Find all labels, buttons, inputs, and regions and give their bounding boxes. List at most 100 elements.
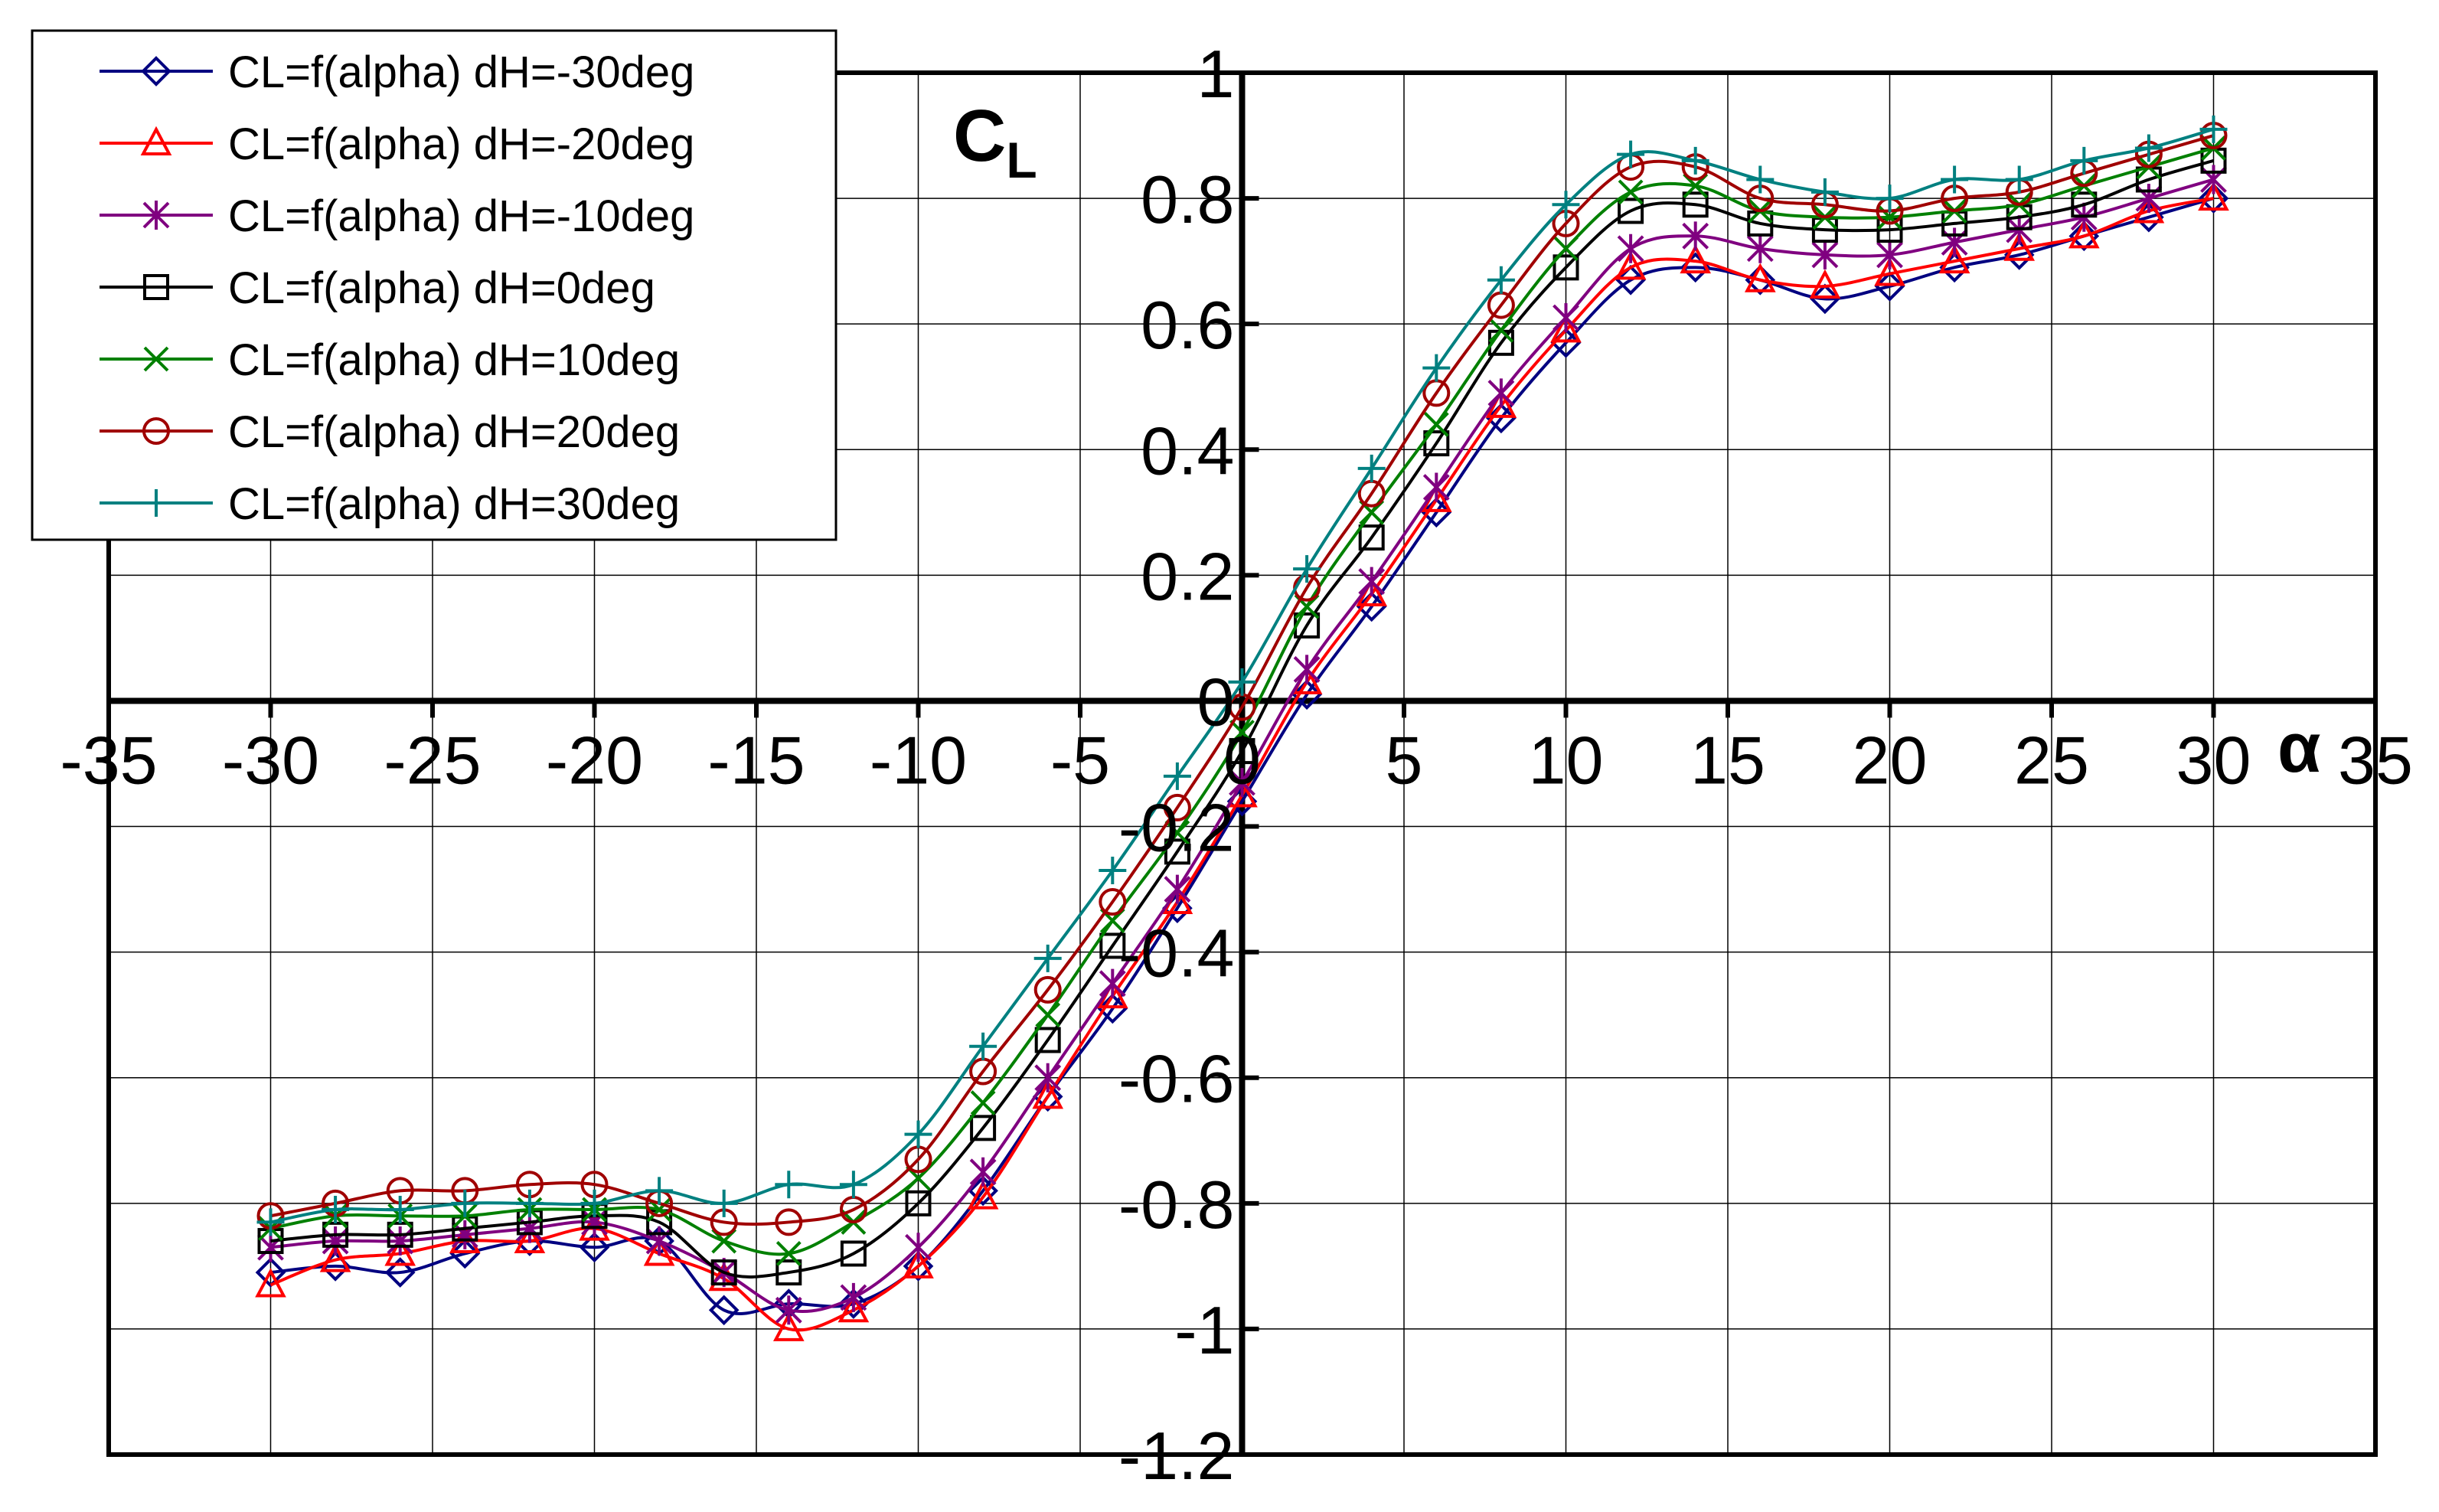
data-point bbox=[1099, 856, 1127, 884]
data-point bbox=[1682, 221, 1709, 251]
legend-marker bbox=[143, 274, 169, 300]
data-point bbox=[1163, 793, 1191, 821]
x-tick-label: 25 bbox=[2014, 722, 2089, 798]
data-point bbox=[775, 1241, 802, 1266]
data-point bbox=[1874, 256, 1905, 286]
data-point bbox=[1099, 888, 1127, 916]
legend-label: CL=f(alpha) dH=0deg bbox=[228, 263, 655, 313]
legend-label: CL=f(alpha) dH=10deg bbox=[228, 335, 680, 385]
data-point bbox=[1809, 269, 1841, 299]
data-point bbox=[319, 1243, 351, 1272]
data-point bbox=[1163, 762, 1191, 790]
data-point bbox=[322, 1226, 349, 1256]
data-point bbox=[1811, 240, 1839, 269]
x-tick-label: 35 bbox=[2338, 722, 2413, 798]
data-point bbox=[1617, 140, 1645, 168]
series-line bbox=[270, 134, 2215, 1226]
x-tick-label: -20 bbox=[546, 722, 643, 798]
data-point bbox=[1550, 313, 1582, 343]
data-point bbox=[1035, 1002, 1061, 1028]
series-3 bbox=[257, 165, 2227, 1325]
x-tick-label: -30 bbox=[222, 722, 319, 798]
data-point bbox=[1228, 668, 1256, 696]
y-axis-title: CL bbox=[953, 95, 1037, 188]
x-tick-label: 0 bbox=[1223, 722, 1261, 798]
x-tick-label: -25 bbox=[384, 722, 481, 798]
data-point bbox=[1421, 497, 1452, 528]
legend-marker bbox=[142, 201, 170, 230]
legend-entry: CL=f(alpha) dH=10deg bbox=[100, 335, 680, 385]
y-tick-label: -1.2 bbox=[1118, 1418, 1235, 1494]
data-point bbox=[255, 1268, 286, 1298]
data-point bbox=[515, 1189, 544, 1217]
data-point bbox=[256, 1208, 285, 1236]
data-point bbox=[1164, 820, 1190, 846]
data-point bbox=[451, 1189, 479, 1217]
data-point bbox=[904, 1120, 932, 1148]
y-tick-label: -0.2 bbox=[1118, 790, 1235, 866]
data-point bbox=[840, 1240, 867, 1267]
data-point bbox=[580, 1189, 609, 1217]
y-tick-label: -0.8 bbox=[1118, 1167, 1235, 1243]
legend-label: CL=f(alpha) dH=-30deg bbox=[228, 47, 694, 97]
data-point bbox=[710, 1259, 737, 1286]
data-point bbox=[903, 1251, 934, 1282]
data-point bbox=[1032, 1079, 1064, 1109]
data-point bbox=[775, 1295, 802, 1325]
data-point bbox=[514, 1223, 546, 1254]
x-tick-label: 15 bbox=[1690, 722, 1765, 798]
data-point bbox=[905, 1233, 932, 1262]
data-point bbox=[1810, 283, 1840, 315]
data-point bbox=[1876, 185, 1904, 213]
data-point bbox=[1422, 472, 1450, 502]
data-point bbox=[1615, 264, 1646, 296]
data-point bbox=[2134, 134, 2163, 162]
data-point bbox=[1034, 1063, 1062, 1092]
data-point bbox=[1617, 233, 1644, 263]
y-tick-label: 0.4 bbox=[1141, 413, 1234, 488]
data-point bbox=[837, 1293, 870, 1323]
data-point bbox=[2199, 115, 2228, 143]
data-point bbox=[1680, 243, 1712, 274]
data-point bbox=[386, 1196, 414, 1224]
data-point bbox=[969, 1157, 997, 1187]
data-point bbox=[1423, 430, 1450, 457]
legend-marker bbox=[140, 126, 172, 155]
data-point bbox=[2005, 165, 2033, 194]
data-point bbox=[838, 1288, 869, 1319]
data-point bbox=[1033, 944, 1062, 972]
series-line bbox=[270, 197, 2215, 1315]
series-4 bbox=[257, 147, 2227, 1286]
x-axis-title: α bbox=[2277, 709, 2321, 787]
data-point bbox=[255, 1257, 286, 1288]
legend-label: CL=f(alpha) dH=-10deg bbox=[228, 191, 694, 241]
data-point bbox=[2003, 231, 2036, 261]
data-point bbox=[1229, 768, 1255, 798]
data-point bbox=[1423, 412, 1449, 437]
data-point bbox=[1876, 240, 1903, 269]
y-tick-label: -0.6 bbox=[1118, 1041, 1235, 1117]
legend-entry: CL=f(alpha) dH=-30deg bbox=[100, 47, 694, 97]
data-point bbox=[775, 1259, 802, 1286]
y-tick-label: 0.2 bbox=[1141, 538, 1234, 614]
data-point bbox=[2068, 219, 2100, 249]
data-point bbox=[903, 1249, 934, 1279]
data-point bbox=[1034, 1027, 1061, 1053]
data-point bbox=[1357, 454, 1386, 482]
y-tick-label: 0.8 bbox=[1141, 162, 1234, 237]
x-tick-label: -10 bbox=[870, 722, 967, 798]
y-tick-label: 0.6 bbox=[1141, 287, 1234, 363]
data-point bbox=[645, 1177, 674, 1205]
data-point bbox=[1553, 302, 1579, 332]
data-point bbox=[710, 1189, 738, 1217]
series-line bbox=[270, 158, 2215, 1279]
y-tick-label: -1 bbox=[1174, 1292, 1234, 1368]
x-tick-label: -15 bbox=[707, 722, 805, 798]
legend-marker bbox=[142, 489, 170, 517]
data-point bbox=[322, 1196, 350, 1224]
data-point bbox=[840, 1282, 867, 1312]
data-point bbox=[1422, 354, 1451, 382]
data-point bbox=[970, 1115, 997, 1141]
legend-entry: CL=f(alpha) dH=20deg bbox=[100, 407, 680, 457]
data-point bbox=[643, 1236, 675, 1266]
